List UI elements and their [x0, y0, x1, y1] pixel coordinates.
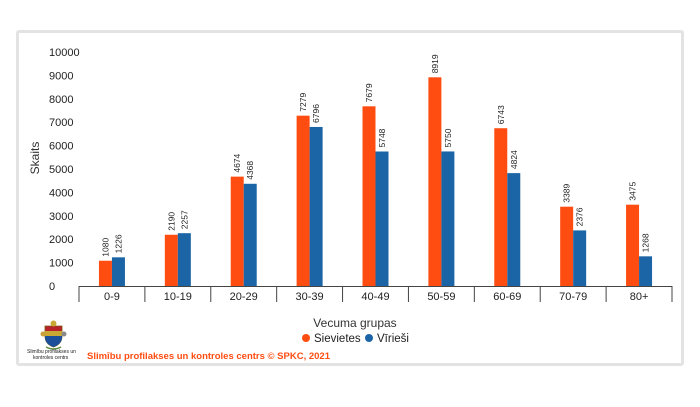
logo-caption-line2: kontroles centrs: [33, 355, 69, 361]
data-label: 4674: [232, 153, 242, 172]
x-tick-label: 10-19: [164, 291, 192, 303]
y-tick-label: 3000: [49, 211, 73, 223]
x-tick-label: 80+: [630, 291, 649, 303]
legend-marker-sievietes: [302, 334, 310, 342]
data-label: 4824: [509, 150, 519, 169]
y-tick-label: 1000: [49, 258, 73, 270]
y-tick-label: 0: [49, 281, 55, 293]
data-label: 5748: [377, 128, 387, 147]
data-label: 4368: [245, 161, 255, 180]
bar-viriesi-80+: [639, 256, 653, 286]
bar-sievietes-60-69: [494, 128, 508, 286]
y-tick-label: 4000: [49, 187, 73, 199]
data-label: 7679: [364, 83, 374, 102]
data-label: 6743: [496, 105, 506, 124]
plot-area: [98, 77, 653, 286]
coat-of-arms-icon: [40, 320, 67, 350]
bar-sievietes-10-19: [164, 234, 178, 286]
data-label: 3389: [562, 184, 572, 203]
y-tick-label: 10000: [49, 47, 80, 59]
bar-viriesi-0-9: [111, 257, 125, 286]
data-label: 7279: [298, 92, 308, 111]
legend-label-sievietes: Sievietes: [314, 333, 361, 345]
y-tick-label: 8000: [49, 94, 73, 106]
bar-viriesi-50-59: [441, 151, 455, 286]
data-label: 5750: [443, 128, 453, 147]
bar-viriesi-40-49: [375, 151, 389, 286]
chart-frame: 0 1000 2000 3000 4000 5000 6000 7000 8000 9000 100…: [16, 30, 684, 366]
y-tick-label: 5000: [49, 164, 73, 176]
bar-sievietes-30-39: [296, 115, 310, 286]
x-tick-label: 40-49: [361, 291, 389, 303]
bar-viriesi-10-19: [177, 233, 191, 286]
bar-sievietes-20-29: [230, 176, 244, 286]
logo-caption-line1: Slimību profilakses un: [27, 349, 76, 355]
data-label: 2376: [575, 207, 585, 226]
data-label: 6796: [311, 104, 321, 123]
x-tick-label: 50-59: [427, 291, 455, 303]
x-axis-title: Vecuma grupas: [313, 316, 396, 330]
bar-viriesi-60-69: [507, 173, 521, 286]
bar-sievietes-0-9: [98, 260, 112, 286]
x-tick-label: 70-79: [559, 291, 587, 303]
bar-viriesi-30-39: [309, 126, 323, 286]
bar-viriesi-70-79: [573, 230, 587, 286]
data-label: 2257: [179, 210, 189, 229]
y-axis-title: Skaits: [28, 142, 42, 175]
bar-sievietes-40-49: [362, 106, 376, 286]
x-tick-label: 30-39: [296, 291, 324, 303]
bar-chart: 0 1000 2000 3000 4000 5000 6000 7000 8000 9000 100…: [27, 47, 673, 362]
data-label: 3475: [628, 182, 638, 201]
y-tick-label: 2000: [49, 234, 73, 246]
legend-label-viriesi: Vīrieši: [377, 333, 409, 345]
x-tick-label: 0-9: [104, 291, 120, 303]
bar-sievietes-80+: [626, 204, 640, 286]
logo: Slimību profilakses un kontroles centrs: [27, 320, 76, 361]
data-label: 1268: [641, 233, 651, 252]
legend: Sievietes Vīrieši: [302, 333, 409, 345]
data-label: 8919: [430, 54, 440, 73]
x-tick-label: 60-69: [493, 291, 521, 303]
x-axis: 0-9 10-19 20-29 30-39 40-49 50-59 60-69 70-79 80…: [78, 286, 673, 303]
y-tick-label: 6000: [49, 141, 73, 153]
bar-sievietes-50-59: [428, 77, 442, 286]
data-label: 1226: [113, 234, 123, 253]
x-tick-label: 20-29: [230, 291, 258, 303]
source-credit: Slimību profilakses un kontroles centrs …: [87, 351, 331, 362]
y-tick-label: 9000: [49, 70, 73, 82]
data-label: 1080: [100, 238, 110, 257]
y-axis: 0 1000 2000 3000 4000 5000 6000 7000 8000 9000 100…: [49, 47, 80, 293]
bar-viriesi-20-29: [243, 183, 257, 286]
y-tick-label: 7000: [49, 117, 73, 129]
data-label: 2190: [166, 212, 176, 231]
legend-marker-virIesi: [365, 334, 373, 342]
bar-sievietes-70-79: [560, 206, 574, 286]
